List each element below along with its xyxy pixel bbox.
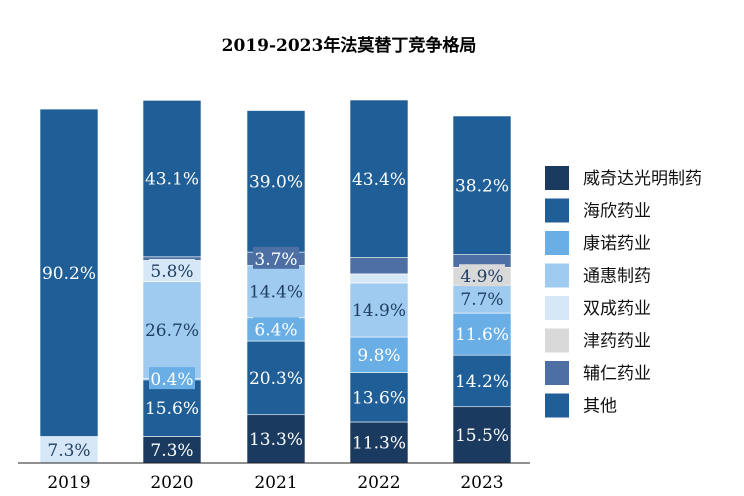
data-label-2023-1: 14.2%: [455, 372, 509, 392]
data-label-2023-3: 7.7%: [460, 290, 503, 310]
x-tick-2022: 2022: [357, 473, 400, 493]
data-label-2020-1: 15.6%: [145, 399, 199, 419]
legend-label-6: 辅仁药业: [583, 364, 651, 384]
data-label-2021-3: 14.4%: [249, 283, 303, 303]
x-tick-2021: 2021: [254, 473, 297, 493]
data-label-2022-2: 9.8%: [357, 346, 400, 366]
x-tick-2019: 2019: [47, 473, 90, 493]
legend-swatch-5: [545, 329, 569, 353]
legend-swatch-0: [545, 166, 569, 190]
bar-segment-2022-4: [350, 274, 408, 283]
x-tick-2020: 2020: [150, 473, 193, 493]
legend-label-4: 双成药业: [583, 299, 651, 319]
x-tick-2023: 2023: [460, 473, 503, 493]
chart-title: 2019-2023年法莫替丁竞争格局: [222, 35, 477, 56]
data-label-2021-7: 39.0%: [249, 172, 303, 192]
data-label-2023-5: 4.9%: [460, 267, 503, 287]
stacked-bar-chart: 2019-2023年法莫替丁竞争格局 7.3% 90.2% 7.3% 15.6% 0.4…: [0, 0, 744, 496]
data-label-2021-2: 6.4%: [254, 320, 297, 340]
legend-label-7: 其他: [583, 397, 617, 417]
data-label-2023-7: 38.2%: [455, 176, 509, 196]
legend-swatch-6: [545, 361, 569, 385]
legend-label-0: 威奇达光明制药: [583, 169, 702, 189]
data-label-2021-1: 20.3%: [249, 369, 303, 389]
data-label-2022-0: 11.3%: [352, 433, 406, 453]
data-label-2023-0: 15.5%: [455, 426, 509, 446]
legend-swatch-3: [545, 264, 569, 288]
legend-label-5: 津药药业: [583, 332, 651, 352]
data-label-2023-2: 11.6%: [455, 325, 509, 345]
data-label-2020-2: 0.4%: [150, 370, 193, 390]
legend-label-3: 通惠制药: [583, 267, 651, 287]
data-label-2022-3: 14.9%: [352, 301, 406, 321]
bars-group: 7.3% 90.2% 7.3% 15.6% 0.4% 26.7% 5.8% 43.1% 13.3…: [40, 100, 511, 463]
data-label-2022-1: 13.6%: [352, 388, 406, 408]
data-label-2019-7: 90.2%: [42, 264, 96, 284]
data-label-2020-4: 5.8%: [150, 262, 193, 282]
data-label-2021-0: 13.3%: [249, 430, 303, 450]
legend-swatch-1: [545, 199, 569, 223]
data-label-2020-7: 43.1%: [145, 170, 199, 190]
legend-label-2: 康诺药业: [583, 234, 651, 254]
data-label-2019-4: 7.3%: [47, 441, 90, 461]
bar-segment-2022-6: [350, 258, 408, 274]
legend-label-1: 海欣药业: [583, 202, 651, 222]
legend-swatch-4: [545, 296, 569, 320]
data-label-2022-7: 43.4%: [352, 170, 406, 190]
x-tick-labels: 2019 2020 2021 2022 2023: [47, 473, 503, 493]
legend-swatch-2: [545, 231, 569, 255]
data-label-2020-3: 26.7%: [145, 321, 199, 341]
data-label-2020-0: 7.3%: [150, 441, 193, 461]
legend-swatch-7: [545, 394, 569, 418]
data-label-2021-6: 3.7%: [254, 250, 297, 270]
